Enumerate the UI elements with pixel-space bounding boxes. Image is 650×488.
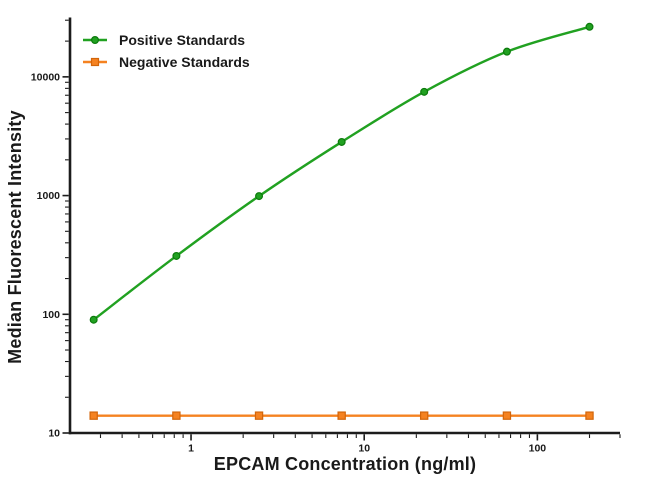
negative-series-marker-icon — [83, 57, 107, 67]
data-point-marker — [502, 411, 512, 420]
axis-ticks — [62, 19, 621, 441]
legend-label-negative: Negative Standards — [119, 54, 250, 70]
data-point-marker — [89, 315, 98, 324]
data-point-marker — [420, 87, 429, 96]
data-point-marker — [585, 22, 594, 31]
negative-standards-series — [89, 411, 594, 420]
data-point-marker — [502, 47, 511, 56]
data-point-marker — [585, 411, 594, 420]
data-point-marker — [337, 411, 346, 420]
y-axis-title: Median Fluorescent Intensity — [5, 110, 25, 364]
x-tick-label: 10 — [358, 443, 370, 455]
data-point-marker — [89, 411, 98, 420]
axis-tick-labels: 1 10 100 10 100 1000 10000 — [31, 71, 546, 454]
y-tick-label: 1000 — [37, 190, 61, 202]
data-point-marker — [172, 251, 181, 260]
x-axis-title: EPCAM Concentration (ng/ml) — [213, 454, 477, 474]
data-point-marker — [254, 411, 264, 420]
data-point-marker — [337, 137, 346, 146]
positive-series-marker-icon — [83, 35, 107, 45]
legend-item-negative: Negative Standards — [82, 54, 250, 70]
y-tick-label: 100 — [42, 309, 60, 321]
data-point-marker — [255, 192, 264, 201]
y-tick-label: 10 — [48, 428, 60, 440]
positive-standards-series — [89, 22, 594, 324]
x-tick-label: 1 — [188, 443, 194, 455]
x-tick-label: 100 — [529, 443, 547, 455]
axis-lines — [68, 17, 620, 435]
legend-label-positive: Positive Standards — [119, 32, 246, 48]
legend: Positive Standards Negative Standards — [82, 32, 250, 76]
data-point-marker — [419, 411, 429, 420]
data-series — [89, 22, 594, 420]
legend-item-positive: Positive Standards — [82, 32, 250, 48]
y-tick-label: 10000 — [31, 71, 60, 83]
data-point-marker — [172, 411, 181, 420]
